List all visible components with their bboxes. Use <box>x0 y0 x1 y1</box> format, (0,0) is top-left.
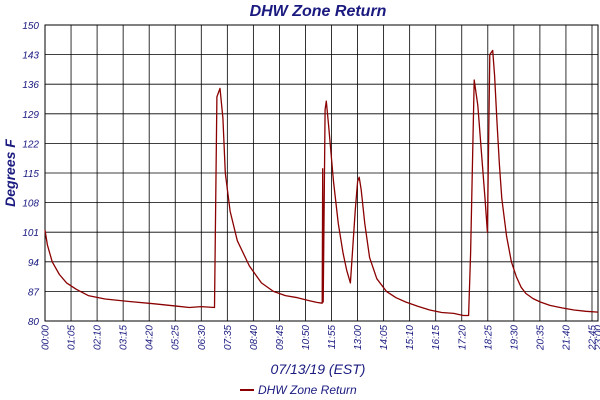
y-tick-label: 136 <box>22 80 39 91</box>
x-tick-label: 15:10 <box>405 325 416 350</box>
x-tick-label: 13:00 <box>353 325 364 350</box>
x-tick-label: 14:05 <box>379 325 390 350</box>
y-tick-label: 94 <box>28 258 40 269</box>
chart-title: DHW Zone Return <box>250 3 387 20</box>
legend: DHW Zone Return <box>240 383 357 397</box>
y-tick-label: 108 <box>22 199 39 210</box>
x-tick-label: 01:05 <box>67 325 78 350</box>
series-lines <box>44 49 599 317</box>
x-tick-label: 00:00 <box>41 325 52 350</box>
x-tick-label: 19:30 <box>509 325 520 350</box>
y-tick-label: 87 <box>28 287 40 298</box>
y-axis-label: Degrees F <box>2 139 18 207</box>
x-tick-label: 17:20 <box>457 325 468 350</box>
x-axis-label: 07/13/19 (EST) <box>271 361 366 377</box>
x-tick-label: 02:10 <box>93 325 104 350</box>
series-line-0 <box>44 49 599 317</box>
y-tick-label: 129 <box>22 110 39 121</box>
x-tick-label: 16:15 <box>431 325 442 350</box>
x-tick-label: 04:20 <box>145 325 156 350</box>
x-tick-label: 09:45 <box>275 325 286 350</box>
x-tick-label: 22:45 <box>587 325 598 351</box>
legend-label: DHW Zone Return <box>258 383 357 397</box>
x-tick-label: 21:40 <box>561 325 572 351</box>
x-tick-label: 10:50 <box>301 325 312 350</box>
y-tick-label: 150 <box>22 21 39 32</box>
y-tick-labels: 80 87 94 101 108 115 122 129 136 143 150 <box>22 21 39 328</box>
x-tick-label: 08:40 <box>249 325 260 350</box>
y-tick-label: 122 <box>22 139 39 150</box>
x-tick-label: 11:55 <box>327 325 338 350</box>
grid <box>44 24 599 322</box>
x-tick-label: 18:25 <box>483 325 494 350</box>
y-tick-label: 101 <box>22 228 39 239</box>
x-tick-label: 20:35 <box>535 325 546 351</box>
x-tick-label: 07:35 <box>223 325 234 350</box>
y-tick-label: 80 <box>28 317 40 328</box>
y-tick-label: 143 <box>22 51 39 62</box>
x-tick-label: 23:00 <box>594 325 600 351</box>
x-tick-label: 03:15 <box>119 325 130 350</box>
y-tick-label: 115 <box>23 169 39 180</box>
x-tick-label: 05:25 <box>171 325 182 350</box>
x-tick-labels: 00:00 01:05 02:10 03:15 04:20 05:25 06:30 07:35… <box>41 325 600 351</box>
x-tick-label: 06:30 <box>197 325 208 350</box>
